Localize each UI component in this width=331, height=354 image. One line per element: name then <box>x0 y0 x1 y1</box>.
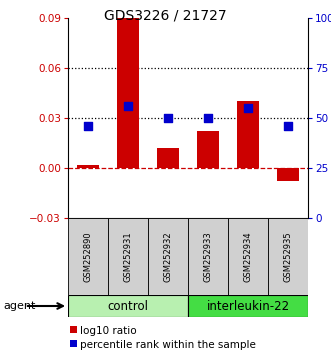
Bar <box>197 131 219 168</box>
Bar <box>188 218 228 295</box>
Text: GSM252932: GSM252932 <box>164 231 172 282</box>
Text: control: control <box>108 299 149 313</box>
Bar <box>70 339 77 347</box>
Point <box>166 115 171 121</box>
Text: agent: agent <box>3 301 36 311</box>
Bar <box>268 218 308 295</box>
Text: GSM252890: GSM252890 <box>83 231 92 282</box>
Bar <box>228 218 268 295</box>
Point <box>85 123 91 129</box>
Bar <box>68 295 188 317</box>
Bar <box>68 218 108 295</box>
Point <box>245 105 251 111</box>
Bar <box>237 101 259 168</box>
Bar <box>108 218 148 295</box>
Text: GSM252935: GSM252935 <box>283 231 293 282</box>
Text: interleukin-22: interleukin-22 <box>207 299 290 313</box>
Text: GSM252933: GSM252933 <box>204 231 213 282</box>
Bar <box>117 18 139 168</box>
Text: GDS3226 / 21727: GDS3226 / 21727 <box>104 9 227 23</box>
Bar <box>157 148 179 168</box>
Bar <box>77 165 99 168</box>
Text: percentile rank within the sample: percentile rank within the sample <box>80 341 256 350</box>
Point <box>205 115 211 121</box>
Text: log10 ratio: log10 ratio <box>80 326 137 337</box>
Point <box>285 123 291 129</box>
Point <box>125 103 131 109</box>
Bar <box>188 295 308 317</box>
Text: GSM252934: GSM252934 <box>244 231 253 282</box>
Text: GSM252931: GSM252931 <box>123 231 132 282</box>
Bar <box>277 168 299 181</box>
Bar <box>70 325 77 332</box>
Bar <box>148 218 188 295</box>
